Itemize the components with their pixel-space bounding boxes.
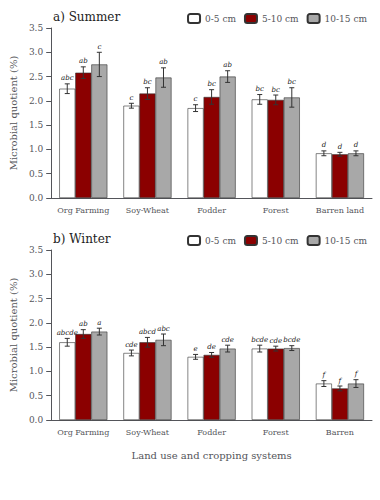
svg-text:Org Farming: Org Farming (57, 206, 109, 215)
svg-text:0.5: 0.5 (29, 169, 44, 179)
svg-text:1.5: 1.5 (29, 120, 44, 130)
svg-text:3.5: 3.5 (29, 23, 44, 33)
svg-text:bcde: bcde (251, 336, 268, 344)
svg-text:2.5: 2.5 (29, 72, 44, 82)
svg-text:10-15 cm: 10-15 cm (325, 14, 368, 24)
svg-text:d: d (354, 141, 359, 149)
svg-text:abcd: abcd (139, 328, 157, 336)
svg-text:ab: ab (79, 57, 88, 65)
svg-text:c: c (129, 94, 133, 102)
svg-text:Org Farming: Org Farming (57, 428, 109, 437)
svg-text:d: d (322, 141, 327, 149)
svg-text:b) Winter: b) Winter (53, 232, 111, 246)
svg-text:abc: abc (157, 325, 170, 333)
svg-text:Forest: Forest (263, 428, 290, 437)
svg-text:2.5: 2.5 (29, 294, 44, 304)
svg-text:ab: ab (79, 320, 88, 328)
svg-text:3.0: 3.0 (29, 47, 44, 57)
svg-text:0.0: 0.0 (29, 415, 44, 425)
svg-text:2.0: 2.0 (29, 96, 44, 106)
svg-text:cde: cde (125, 341, 138, 349)
svg-text:Land use and cropping systems: Land use and cropping systems (132, 450, 292, 461)
svg-text:2.0: 2.0 (29, 318, 44, 328)
svg-text:ab: ab (159, 58, 168, 66)
svg-text:Barren: Barren (326, 428, 354, 437)
svg-text:5-10 cm: 5-10 cm (262, 14, 299, 24)
svg-text:0-5 cm: 0-5 cm (205, 236, 236, 246)
svg-text:1.5: 1.5 (29, 342, 44, 352)
svg-text:Microbial quotient (%): Microbial quotient (%) (8, 56, 19, 171)
svg-text:0.5: 0.5 (29, 391, 44, 401)
svg-text:bcde: bcde (283, 336, 300, 344)
svg-text:0-5 cm: 0-5 cm (205, 14, 236, 24)
svg-text:Soy-Wheat: Soy-Wheat (126, 206, 170, 215)
svg-text:f: f (322, 371, 327, 379)
svg-text:a: a (97, 319, 101, 327)
svg-text:Soy-Wheat: Soy-Wheat (126, 428, 170, 437)
svg-text:bc: bc (143, 78, 151, 86)
svg-text:10-15 cm: 10-15 cm (325, 236, 368, 246)
svg-text:bc: bc (256, 85, 264, 93)
svg-text:abcde: abcde (57, 329, 78, 337)
svg-text:Microbial quotient (%): Microbial quotient (%) (8, 278, 19, 393)
svg-text:3.0: 3.0 (29, 269, 44, 279)
svg-text:c: c (97, 43, 101, 51)
svg-text:bc: bc (207, 80, 215, 88)
svg-text:3.5: 3.5 (29, 245, 44, 255)
svg-text:Fodder: Fodder (197, 206, 226, 215)
svg-text:f: f (338, 377, 343, 385)
svg-text:e: e (193, 345, 197, 353)
svg-text:cde: cde (221, 336, 234, 344)
svg-text:a) Summer: a) Summer (53, 10, 120, 24)
svg-text:cde: cde (269, 337, 282, 345)
svg-text:0.0: 0.0 (29, 193, 44, 203)
svg-text:bc: bc (288, 78, 296, 86)
svg-text:bc: bc (272, 86, 280, 94)
svg-text:de: de (207, 343, 216, 351)
svg-text:1.0: 1.0 (29, 144, 44, 154)
svg-text:abc: abc (61, 74, 74, 82)
svg-text:1.0: 1.0 (29, 366, 44, 376)
svg-text:Barren land: Barren land (316, 206, 364, 215)
svg-text:c: c (194, 95, 198, 103)
svg-text:5-10 cm: 5-10 cm (262, 236, 299, 246)
svg-text:d: d (338, 143, 343, 151)
svg-text:Forest: Forest (263, 206, 290, 215)
svg-text:f: f (354, 370, 359, 378)
svg-text:Fodder: Fodder (197, 428, 226, 437)
svg-text:ab: ab (223, 61, 232, 69)
